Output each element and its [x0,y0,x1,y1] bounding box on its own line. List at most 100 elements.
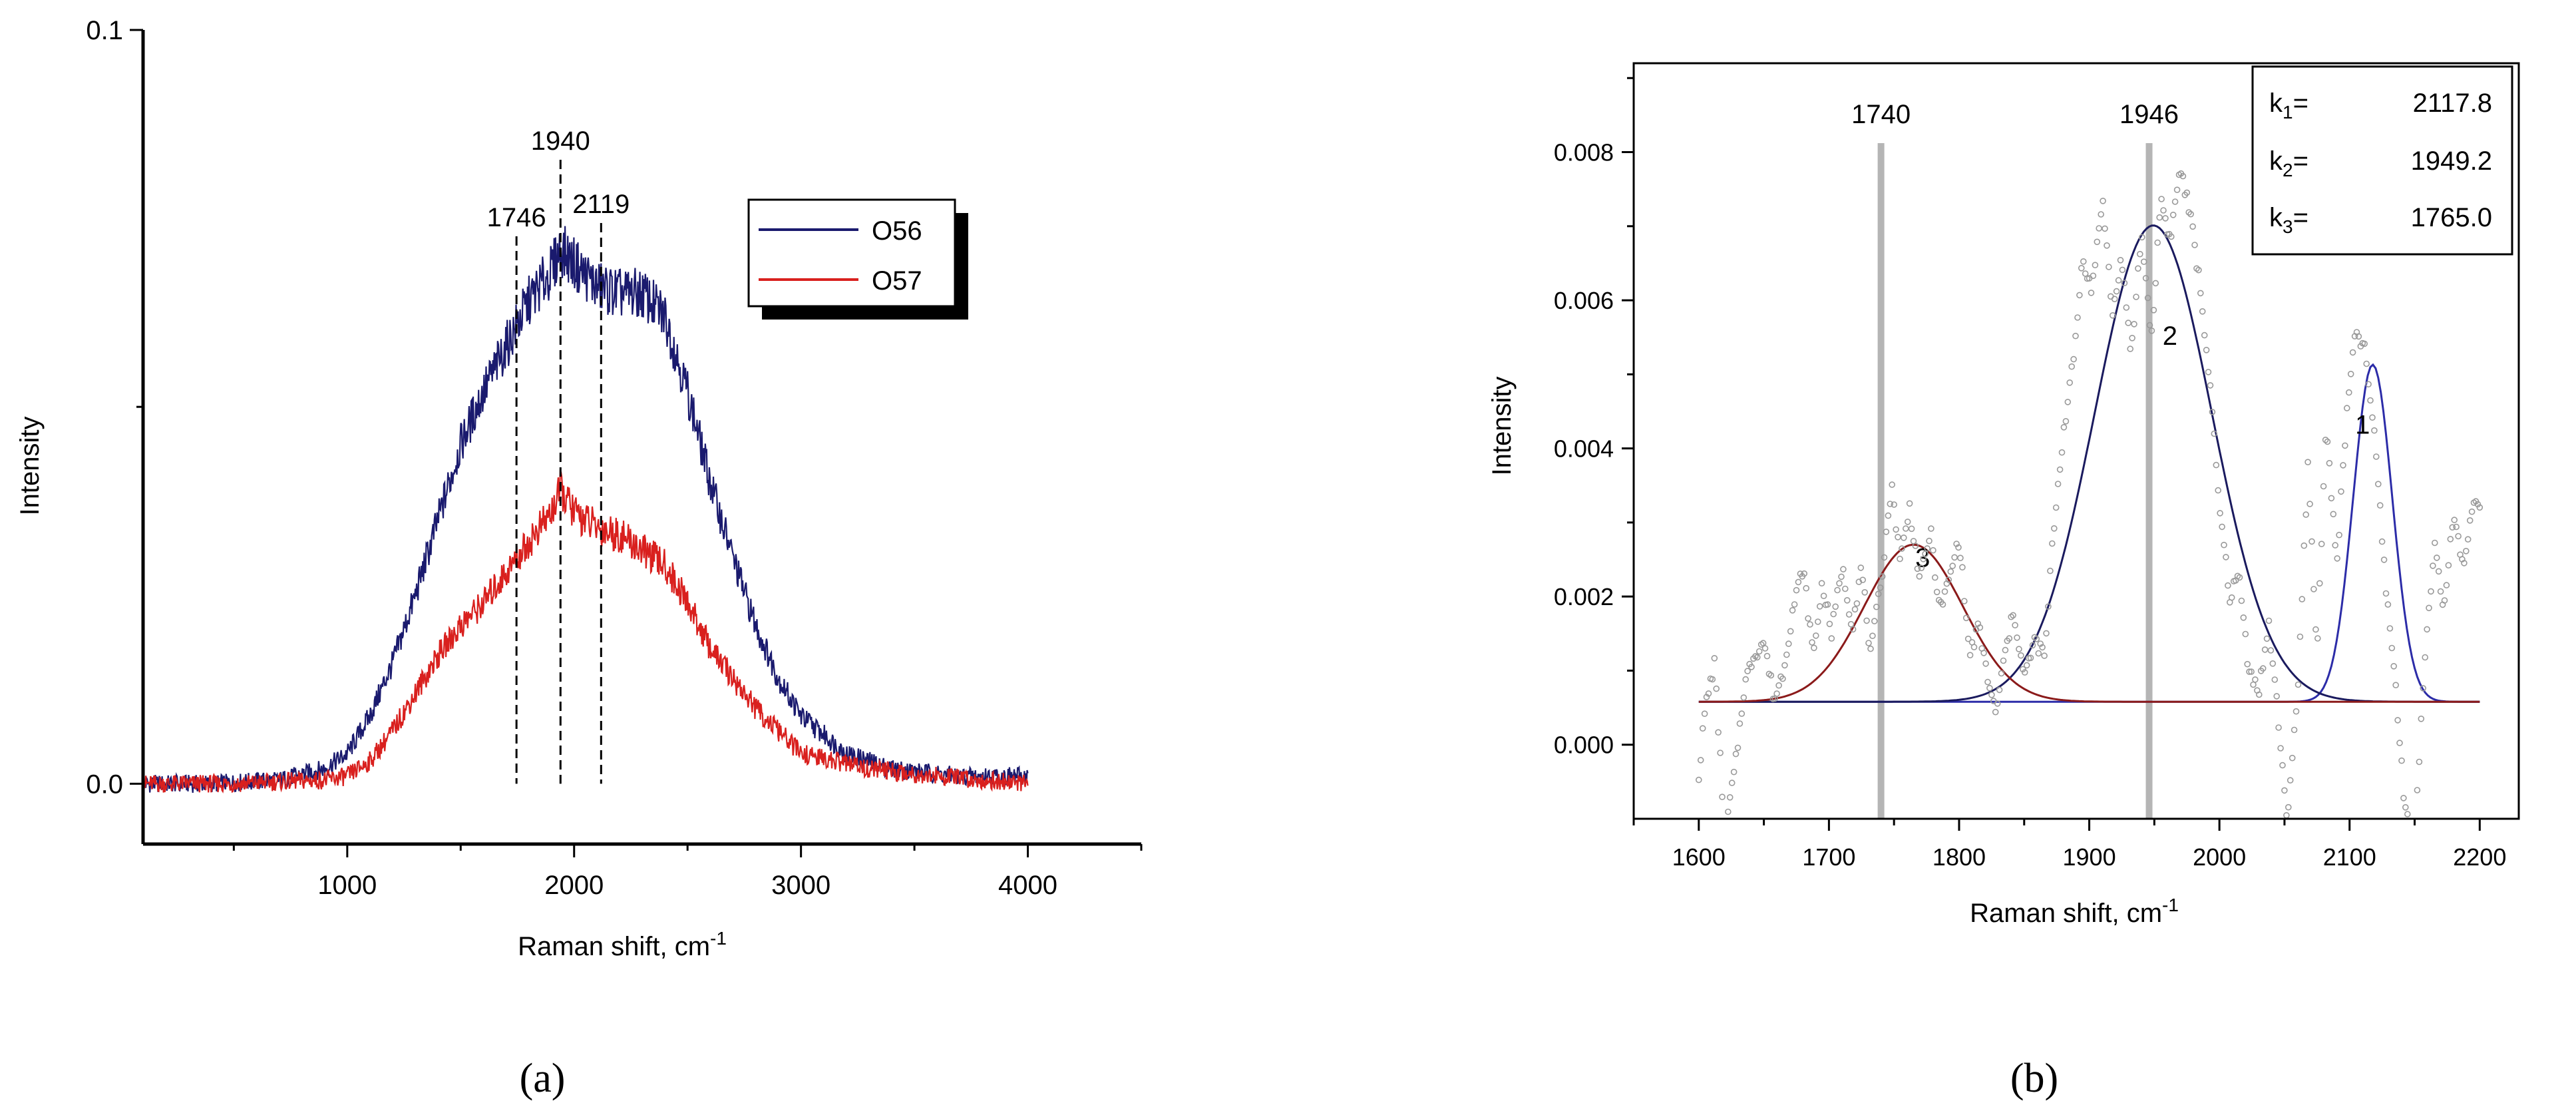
panel-b-experimental-point [2302,511,2309,518]
panel-b-caption: (b) [2010,1056,2058,1101]
panel-b-experimental-point [1803,584,1809,592]
panel-b-experimental-point [2402,804,2409,811]
panel-b-experimental-point [1775,682,1782,689]
panel-b-experimental-point [1730,768,1738,776]
panel-b-x-tick-label: 2000 [2193,843,2246,871]
panel-b-experimental-point [2275,724,2282,731]
panel-b-experimental-point [1957,555,1964,562]
panel-b-experimental-point [2386,625,2394,632]
panel-b-experimental-point [2183,189,2191,196]
panel-b-experimental-point [2189,223,2196,230]
panel-b-experimental-point [1783,651,1790,658]
panel-b-experimental-point [2394,717,2401,724]
panel-b-experimental-point [1865,640,1872,646]
panel-b-experimental-point [2400,795,2407,801]
panel-b-experimental-point [2304,459,2311,466]
panel-b-experimental-point [2205,369,2212,375]
panel-b-experimental-point [2453,523,2460,531]
panel-b-experimental-point [2328,495,2335,502]
panel-b-experimental-point [2250,681,2257,688]
panel-b-experimental-point [2244,660,2251,668]
panel-b-experimental-point [1785,640,1792,647]
panel-b-experimental-point [1744,668,1751,674]
panel-b-experimental-point [1861,588,1868,596]
panel-b-experimental-point [1740,694,1748,701]
panel-b-fit-layer: 123 [1698,224,2480,703]
panel-b-experimental-point [2384,601,2392,608]
panel-b-experimental-point [1949,562,1956,569]
panel-b-experimental-point [1726,794,1734,801]
panel-b-experimental-point [2380,556,2388,563]
panel-b-experimental-point [1951,554,1958,561]
panel-a-ticks: 1000 2000 3000 4000 0.0 0.1 [86,16,1143,900]
panel-b-experimental-point [2104,242,2110,249]
panel-b-experimental-layer [1696,170,2484,819]
panel-b-experimental-point [2111,296,2118,303]
panel-a-x-tick-label: 1000 [317,871,377,900]
panel-b-experimental-point [2018,652,2024,659]
panel-b-experimental-point [1889,481,1895,488]
panel-a-marker-label-1940: 1940 [531,126,590,156]
chart-panel-b: 1740 1946 123 1600 1700 1800 1900 2000 2100 220… [1487,62,2520,928]
panel-b-experimental-point [2342,442,2348,449]
panel-b-experimental-point [1830,610,1837,618]
panel-a-x-tick-label: 3000 [771,871,830,900]
panel-b-experimental-point [2152,280,2159,287]
panel-b-experimental-point [1982,660,1989,667]
panel-b-experimental-point [2355,333,2362,340]
panel-b-experimental-point [2285,803,2292,811]
panel-b-experimental-point [2020,666,2026,673]
panel-b-experimental-point [1994,700,2001,707]
panel-b-experimental-point [2066,379,2073,386]
panel-b-experimental-point [2318,541,2325,548]
panel-b-experimental-point [2238,597,2245,604]
panel-a-series-layer [142,226,1029,793]
panel-a-x-axis-label-superscript: -1 [710,928,727,949]
panel-b-experimental-point [1893,526,1899,533]
panel-b-experimental-point [2363,360,2370,367]
panel-b-x-tick-label: 2200 [2453,843,2506,871]
panel-b-experimental-point [2041,652,2048,659]
panel-b-experimental-point [2464,536,2472,543]
panel-b-experimental-point [2047,567,2054,574]
panel-b-experimental-point [2008,613,2014,620]
panel-b-experimental-point [2217,510,2223,517]
panel-b-experimental-point [1947,568,1954,575]
panel-b-experimental-point [2045,603,2052,610]
panel-b-experimental-point [2316,580,2323,587]
panel-b-experimental-point [1926,537,1932,545]
panel-b-experimental-point [2468,508,2476,515]
panel-b-experimental-point [1826,620,1833,628]
panel-b-experimental-point [1922,551,1929,557]
panel-b-y-tick-label: 0.008 [1554,139,1614,166]
panel-b-experimental-point [1867,645,1874,652]
panel-b-experimental-point [1941,588,1948,595]
panel-b-experimental-point [2426,604,2432,612]
panel-b-experimental-point [1845,611,1853,618]
panel-b-experimental-point [1851,606,1859,613]
panel-b-experimental-point [2140,258,2147,266]
panel-b-experimental-point [2369,414,2376,421]
panel-b-experimental-point [2447,536,2454,543]
panel-b-experimental-point [2320,483,2327,490]
panel-b-experimental-point [1928,525,1934,532]
panel-b-experimental-point [2052,504,2060,511]
panel-b-experimental-point [2295,681,2302,688]
panel-b-experimental-point [1869,632,1876,640]
panel-b-param-row-1: k1= [2269,89,2308,122]
panel-b-experimental-point [1904,519,1911,525]
panel-b-experimental-point [1699,725,1706,732]
panel-a-marker-label-1746: 1746 [487,203,546,232]
panel-b-experimental-point [1933,588,1940,596]
panel-b-experimental-point [2310,586,2317,592]
panel-b-experimental-point [1847,620,1855,628]
panel-b-experimental-point [2375,481,2382,488]
panel-b-experimental-point [2221,541,2227,549]
panel-b-fit-label-1: 1 [2355,410,2370,439]
panel-b-x-tick-label: 1800 [1932,843,1986,871]
panel-b-experimental-point [2201,332,2208,339]
panel-b-x-tick-label: 1600 [1672,843,1726,871]
panel-b-experimental-point [2197,290,2204,297]
panel-b-x-axis-label-superscript: -1 [2162,895,2179,915]
panel-b-experimental-point [2031,634,2038,641]
